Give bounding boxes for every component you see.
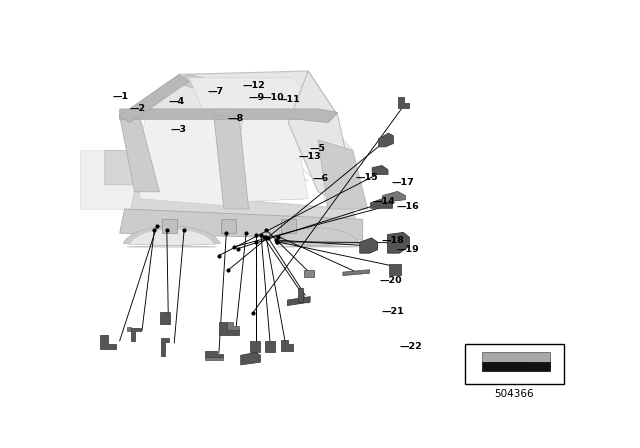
Polygon shape (161, 338, 169, 356)
Text: —18: —18 (381, 236, 404, 245)
Bar (465, 344, 564, 384)
Polygon shape (140, 116, 224, 206)
Polygon shape (371, 198, 392, 208)
Polygon shape (343, 270, 370, 276)
Polygon shape (281, 220, 296, 233)
Text: —22: —22 (399, 342, 422, 352)
Text: —10: —10 (262, 94, 284, 103)
Polygon shape (241, 353, 260, 365)
Polygon shape (129, 192, 358, 226)
Polygon shape (304, 270, 314, 276)
Polygon shape (162, 220, 177, 233)
Polygon shape (161, 312, 170, 324)
Polygon shape (389, 264, 401, 275)
Polygon shape (399, 96, 410, 108)
Polygon shape (383, 191, 405, 202)
Text: —21: —21 (381, 307, 404, 316)
Polygon shape (189, 78, 318, 112)
Polygon shape (131, 328, 141, 341)
Text: —6: —6 (312, 174, 328, 183)
Polygon shape (288, 71, 358, 209)
Polygon shape (264, 341, 275, 353)
Polygon shape (227, 322, 239, 330)
Text: —5: —5 (309, 144, 325, 153)
Polygon shape (234, 112, 308, 202)
Polygon shape (105, 151, 150, 185)
Polygon shape (169, 74, 328, 119)
Text: —2: —2 (129, 104, 146, 113)
Polygon shape (205, 357, 223, 360)
Polygon shape (120, 116, 159, 192)
Text: —12: —12 (243, 81, 266, 90)
Polygon shape (276, 228, 360, 247)
Polygon shape (483, 362, 550, 371)
Polygon shape (127, 327, 131, 331)
Polygon shape (298, 289, 303, 302)
Polygon shape (100, 335, 116, 349)
Polygon shape (360, 238, 378, 253)
Text: —7: —7 (208, 86, 224, 95)
Polygon shape (205, 351, 223, 357)
Polygon shape (120, 71, 338, 129)
Text: —11: —11 (277, 95, 300, 104)
Polygon shape (124, 226, 220, 247)
Polygon shape (250, 341, 260, 353)
Polygon shape (388, 233, 410, 253)
Polygon shape (214, 112, 249, 209)
Polygon shape (287, 297, 310, 306)
Text: —4: —4 (168, 97, 184, 106)
Polygon shape (221, 220, 236, 233)
Polygon shape (120, 209, 363, 240)
Text: —20: —20 (379, 276, 402, 284)
Text: —17: —17 (392, 177, 414, 186)
Polygon shape (214, 109, 244, 116)
Polygon shape (220, 322, 239, 335)
Text: —14: —14 (372, 197, 396, 206)
Text: —3: —3 (170, 125, 186, 134)
Polygon shape (130, 229, 214, 247)
Polygon shape (281, 340, 292, 351)
Polygon shape (483, 352, 550, 366)
Polygon shape (372, 165, 388, 174)
Text: —1: —1 (113, 92, 129, 101)
Polygon shape (318, 140, 367, 209)
Polygon shape (120, 74, 189, 123)
Text: —15: —15 (356, 173, 378, 182)
Polygon shape (80, 151, 134, 209)
Text: —13: —13 (298, 152, 321, 161)
Polygon shape (244, 109, 358, 209)
Polygon shape (379, 133, 394, 147)
Polygon shape (120, 109, 338, 123)
Text: —9: —9 (249, 94, 265, 103)
Text: —19: —19 (396, 245, 419, 254)
Text: 504366: 504366 (495, 389, 534, 399)
Text: —16: —16 (396, 202, 419, 211)
Text: —8: —8 (228, 114, 244, 123)
